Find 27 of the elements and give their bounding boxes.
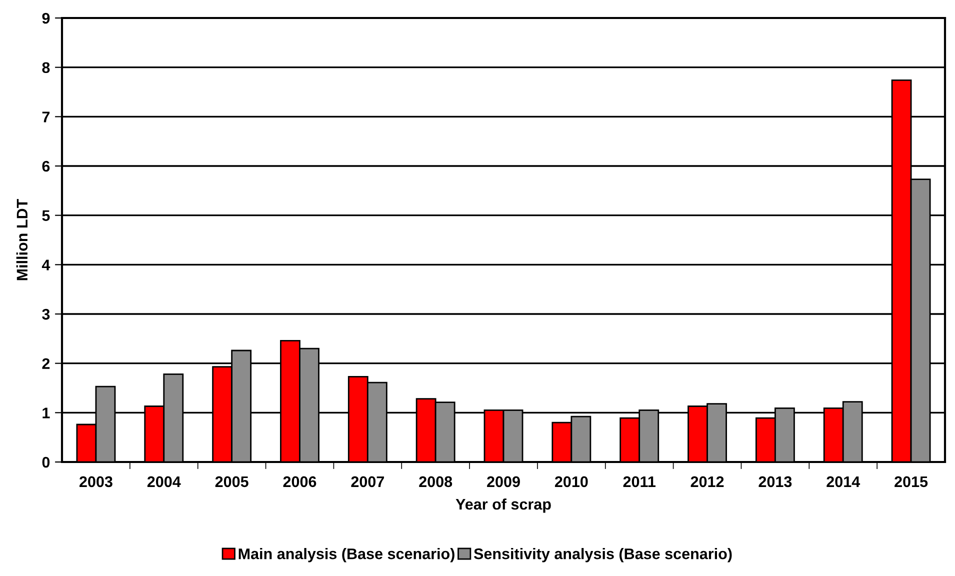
y-tick-label: 8 — [42, 62, 50, 74]
y-tick-label: 1 — [42, 408, 50, 418]
x-axis-title: Year of scrap — [456, 498, 551, 513]
x-tick-label: 2013 — [758, 476, 792, 488]
x-tick-label: 2004 — [147, 476, 181, 488]
x-tick-label: 2007 — [351, 476, 384, 488]
x-tick-label: 2011 — [623, 476, 656, 488]
y-tick-label: 9 — [42, 12, 50, 24]
y-tick-label: 0 — [42, 456, 50, 468]
x-tick-label: 2009 — [487, 476, 520, 488]
legend-label: Main analysis (Base scenario) — [238, 548, 454, 562]
x-tick-label: 2015 — [894, 476, 928, 488]
y-tick-label: 6 — [42, 160, 50, 172]
y-tick-label: 5 — [42, 210, 50, 222]
y-tick-label: 4 — [42, 260, 50, 270]
x-tick-label: 2012 — [690, 476, 724, 488]
legend-label: Sensitivity analysis (Base scenario) — [474, 548, 732, 562]
x-tick-label: 2006 — [283, 476, 316, 488]
y-tick-label: 3 — [42, 308, 50, 320]
x-tick-label: 2008 — [419, 476, 452, 488]
x-tick-label: 2003 — [80, 476, 112, 488]
y-tick-label: 2 — [42, 358, 50, 369]
x-tick-label: 2014 — [826, 476, 860, 488]
y-tick-label: 7 — [42, 112, 50, 122]
x-tick-label: 2010 — [554, 476, 588, 488]
y-axis-title: Million LDT — [16, 199, 28, 280]
x-tick-label: 2005 — [215, 476, 248, 488]
